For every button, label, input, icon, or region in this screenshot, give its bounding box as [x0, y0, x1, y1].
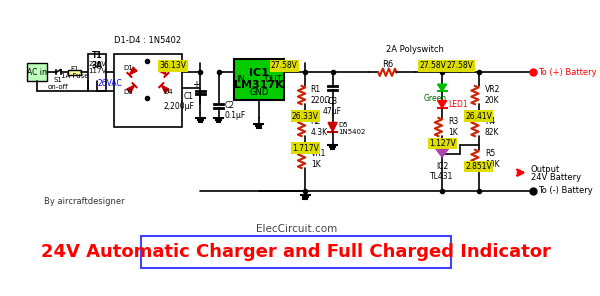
Text: C2
0.1μF: C2 0.1μF	[225, 101, 246, 120]
Text: VR2
20K: VR2 20K	[485, 85, 500, 105]
FancyBboxPatch shape	[141, 237, 451, 268]
Text: IC2
TL431: IC2 TL431	[430, 162, 454, 181]
Polygon shape	[130, 67, 137, 75]
Bar	[68, 70, 81, 75]
Text: GND: GND	[250, 88, 269, 97]
Bar	[88, 54, 106, 91]
Text: C1
2,200μF: C1 2,200μF	[163, 92, 194, 111]
Text: +: +	[192, 80, 200, 90]
Polygon shape	[127, 85, 134, 93]
Text: R5
10K: R5 10K	[485, 149, 500, 169]
Text: S1
on-off: S1 on-off	[48, 77, 68, 90]
Bar	[234, 59, 284, 100]
Polygon shape	[437, 84, 446, 91]
Text: 26VAC: 26VAC	[98, 79, 122, 88]
Text: D5
1N5402: D5 1N5402	[338, 122, 365, 135]
Text: IC1
LM317K: IC1 LM317K	[235, 68, 284, 90]
Text: D1-D4 : 1N5402: D1-D4 : 1N5402	[114, 36, 181, 45]
Text: LED1: LED1	[448, 100, 468, 109]
Text: C3
47μF: C3 47μF	[323, 97, 342, 116]
Text: By aircraftdesigner: By aircraftdesigner	[44, 197, 125, 206]
Text: Green: Green	[423, 94, 446, 103]
Text: 27.58V: 27.58V	[271, 61, 298, 70]
Text: Output: Output	[530, 165, 560, 174]
Text: To (-) Battery: To (-) Battery	[538, 186, 593, 195]
Text: T1
3A: T1 3A	[92, 51, 103, 70]
Text: 2.851V: 2.851V	[465, 162, 492, 171]
Text: 26.41V: 26.41V	[465, 112, 492, 120]
Text: 220V
117V: 220V 117V	[88, 61, 106, 74]
Text: ElecCircuit.com: ElecCircuit.com	[256, 224, 337, 234]
Text: F1
1A Fuse: F1 1A Fuse	[61, 66, 88, 79]
Text: R3
1K: R3 1K	[448, 117, 459, 137]
Text: D1: D1	[124, 65, 133, 71]
Text: 36.13V: 36.13V	[160, 61, 187, 70]
Text: 24V Automatic Charger and Full Charged Indicator: 24V Automatic Charger and Full Charged I…	[41, 243, 551, 261]
Bar	[113, 54, 182, 127]
Text: 1.717V: 1.717V	[292, 144, 319, 152]
Polygon shape	[433, 145, 451, 157]
Text: D2: D2	[164, 65, 173, 71]
Text: R2
4.3K: R2 4.3K	[311, 117, 328, 137]
Text: VR1
1K: VR1 1K	[311, 149, 326, 169]
Text: D3: D3	[124, 89, 133, 95]
Text: 27.58V: 27.58V	[419, 61, 446, 70]
Polygon shape	[158, 67, 166, 75]
Text: 24V Battery: 24V Battery	[530, 173, 581, 182]
Text: D4: D4	[164, 89, 173, 95]
Polygon shape	[437, 101, 446, 108]
Text: R4
82K: R4 82K	[485, 117, 499, 137]
Polygon shape	[161, 85, 169, 93]
Text: 26.33V: 26.33V	[292, 112, 319, 120]
Text: R1
220Ω: R1 220Ω	[311, 85, 331, 105]
Text: 1.127V: 1.127V	[429, 139, 455, 148]
Bar	[27, 63, 47, 81]
Text: OUT: OUT	[265, 75, 283, 84]
Text: AC in: AC in	[27, 68, 47, 77]
Polygon shape	[328, 123, 337, 132]
Text: R6: R6	[382, 60, 393, 70]
Text: 27.58V: 27.58V	[447, 61, 474, 70]
Text: 2A Polyswitch: 2A Polyswitch	[386, 45, 443, 54]
Text: To (+) Battery: To (+) Battery	[538, 68, 596, 77]
Text: IN: IN	[236, 75, 245, 84]
